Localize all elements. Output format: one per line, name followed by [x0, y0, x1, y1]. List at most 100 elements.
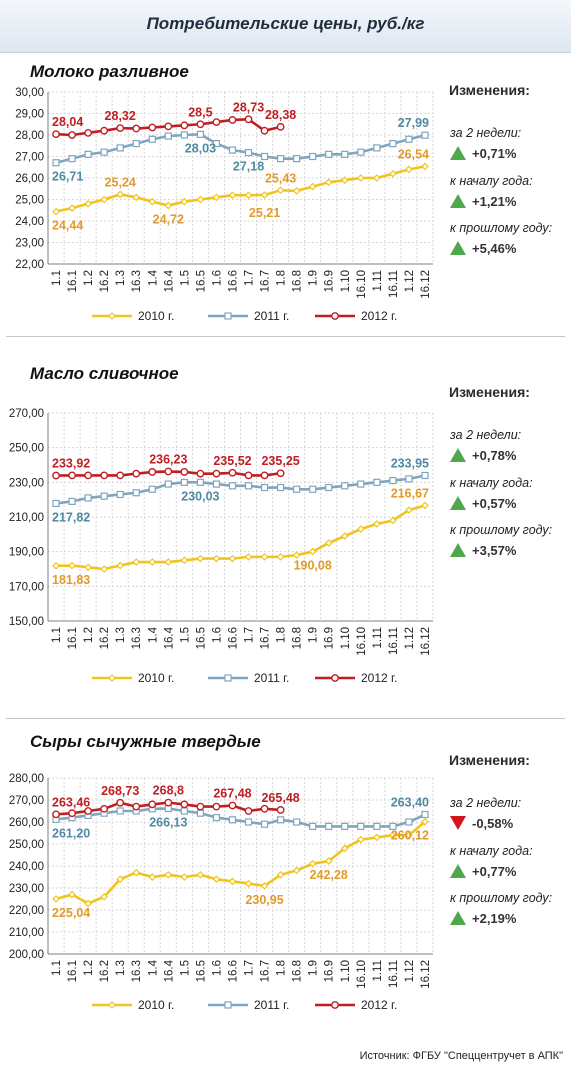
data-point [132, 802, 141, 811]
data-point [324, 857, 333, 865]
data-point [132, 139, 140, 148]
data-point [389, 476, 397, 485]
legend-label: 2012 г. [361, 671, 397, 685]
legend-marker [331, 312, 339, 320]
data-point [100, 148, 108, 156]
data-point [357, 822, 365, 831]
data-point [180, 478, 188, 486]
data-point [164, 132, 172, 140]
data-point [148, 800, 157, 809]
data-label: 26,71 [52, 170, 83, 184]
data-label: 242,28 [310, 868, 348, 882]
change-label: к прошлому году: [450, 523, 553, 537]
y-tick-label: 270,00 [9, 795, 44, 807]
x-tick-label: 1.2 [83, 627, 95, 643]
y-tick-label: 190,00 [9, 547, 44, 559]
data-point [68, 561, 76, 570]
change-percent: +0,78% [472, 448, 517, 463]
x-tick-label: 16.2 [99, 627, 111, 649]
data-label: 28,73 [233, 100, 264, 114]
arrow-up-icon [450, 864, 466, 878]
data-point [84, 494, 92, 502]
x-tick-label: 16.1 [67, 270, 79, 292]
data-point [357, 480, 365, 488]
data-point [212, 875, 221, 884]
data-point [244, 807, 253, 815]
x-tick-label: 1.1 [51, 627, 63, 643]
data-point [405, 135, 413, 143]
changes-title: Изменения: [449, 752, 530, 768]
data-point [68, 155, 76, 163]
data-point [244, 471, 253, 480]
legend-label: 2012 г. [361, 309, 397, 323]
data-point [228, 482, 237, 490]
data-point [100, 565, 108, 573]
data-point [100, 195, 108, 204]
data-point [228, 816, 237, 824]
changes-title: Изменения: [449, 82, 530, 98]
data-point [148, 873, 157, 881]
y-tick-label: 150,00 [9, 616, 44, 628]
data-point [356, 525, 365, 533]
data-label: 233,92 [52, 457, 90, 471]
data-label: 217,82 [52, 510, 90, 524]
x-tick-label: 1.9 [308, 270, 320, 286]
data-point [309, 152, 317, 161]
data-point [244, 818, 253, 826]
data-point [132, 124, 141, 133]
data-point [52, 810, 60, 819]
x-tick-label: 16.3 [131, 960, 143, 982]
data-point [341, 150, 349, 158]
legend-marker [224, 1001, 232, 1009]
data-label: 233,95 [391, 456, 429, 470]
x-tick-label: 1.5 [179, 270, 191, 286]
legend-marker [224, 312, 232, 320]
x-tick-label: 1.8 [276, 270, 288, 286]
change-value: +2,19% [450, 911, 516, 926]
y-tick-label: 30,00 [15, 87, 44, 99]
data-point [68, 204, 76, 212]
data-point [132, 489, 140, 497]
data-point [132, 469, 141, 478]
data-point [260, 191, 269, 199]
data-point [212, 469, 221, 478]
data-label: 235,52 [213, 454, 251, 468]
data-point [373, 833, 381, 842]
data-point [244, 149, 253, 157]
change-value: +1,21% [450, 194, 516, 209]
y-tick-label: 250,00 [9, 443, 44, 455]
x-tick-label: 16.9 [324, 627, 336, 649]
change-percent: +0,57% [472, 496, 517, 511]
data-point [293, 485, 301, 493]
data-label: 25,43 [265, 171, 296, 185]
legend-label: 2010 г. [138, 671, 174, 685]
legend-marker [108, 312, 116, 320]
change-label: за 2 недели: [450, 796, 522, 810]
change-label: к прошлому году: [450, 221, 553, 235]
x-tick-label: 1.11 [372, 960, 384, 982]
data-point [212, 813, 221, 822]
data-point [180, 197, 189, 206]
data-point [421, 501, 429, 510]
legend-marker [331, 674, 339, 682]
arrow-down-icon [450, 816, 466, 830]
y-tick-label: 240,00 [9, 861, 44, 873]
data-point [244, 553, 253, 561]
data-point [212, 554, 221, 563]
data-point [228, 468, 237, 477]
data-point [116, 875, 125, 884]
x-tick-label: 1.3 [115, 627, 127, 643]
data-label: 268,73 [101, 784, 139, 798]
data-label: 24,44 [52, 219, 83, 233]
data-point [292, 866, 301, 875]
data-point [148, 135, 156, 143]
legend-marker [331, 1001, 339, 1009]
data-label: 235,25 [261, 454, 299, 468]
data-point [260, 471, 269, 480]
x-tick-label: 16.10 [356, 270, 368, 299]
data-point [260, 152, 269, 161]
change-percent: +1,21% [472, 194, 517, 209]
data-point [228, 116, 237, 124]
x-tick-label: 1.6 [211, 270, 223, 286]
data-point [244, 879, 253, 888]
